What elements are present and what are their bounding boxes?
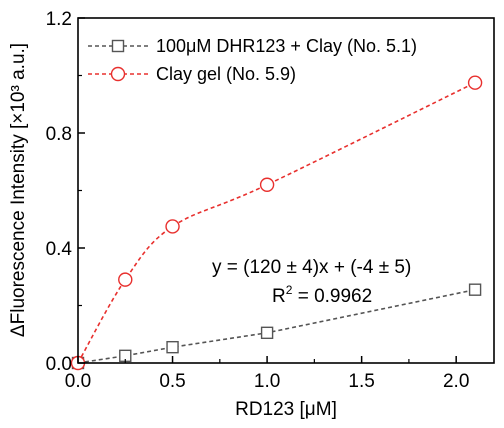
x-tick-label: 1.5 — [348, 371, 374, 392]
r-squared-prefix: R — [272, 286, 286, 307]
r-squared: R2 = 0.9962 — [272, 283, 372, 307]
x-axis-label: RD123 [μM] — [235, 399, 337, 420]
y-tick-label: 0.0 — [46, 354, 72, 375]
y-axis-label: ΔFluorescence Intensity [×10³ a.u.] — [8, 43, 29, 337]
series-line-2 — [77, 81, 476, 364]
x-tick-label: 2.0 — [443, 371, 469, 392]
x-tick-label: 1.0 — [254, 371, 280, 392]
data-point-series-2 — [259, 177, 275, 192]
data-point-series-1 — [166, 340, 179, 354]
data-point-series-1 — [260, 326, 274, 340]
legend-label-2: Clay gel (No. 5.9) — [156, 64, 296, 84]
fit-equation: y = (120 ± 4)x + (-4 ± 5) — [212, 257, 411, 278]
r-squared-superscript: 2 — [286, 283, 293, 297]
x-tick-label: 0.0 — [65, 371, 91, 392]
data-point-series-1 — [468, 283, 482, 296]
legend-label-1: 100μM DHR123 + Clay (No. 5.1) — [156, 36, 417, 56]
legend-marker-2 — [110, 66, 126, 82]
data-point-series-2 — [118, 272, 133, 287]
legend-marker-1 — [111, 39, 125, 53]
series-line-1 — [77, 288, 476, 364]
y-tick-label: 0.8 — [46, 124, 72, 145]
x-tick-label: 0.5 — [159, 371, 185, 392]
y-tick-label: 0.4 — [46, 239, 73, 260]
r-squared-value: = 0.9962 — [292, 286, 372, 307]
legend: 100μM DHR123 + Clay (No. 5.1) Clay gel (N… — [88, 36, 417, 84]
y-tick-label: 1.2 — [46, 9, 72, 30]
data-point-series-2 — [467, 75, 483, 90]
data-point-series-2 — [165, 219, 180, 234]
